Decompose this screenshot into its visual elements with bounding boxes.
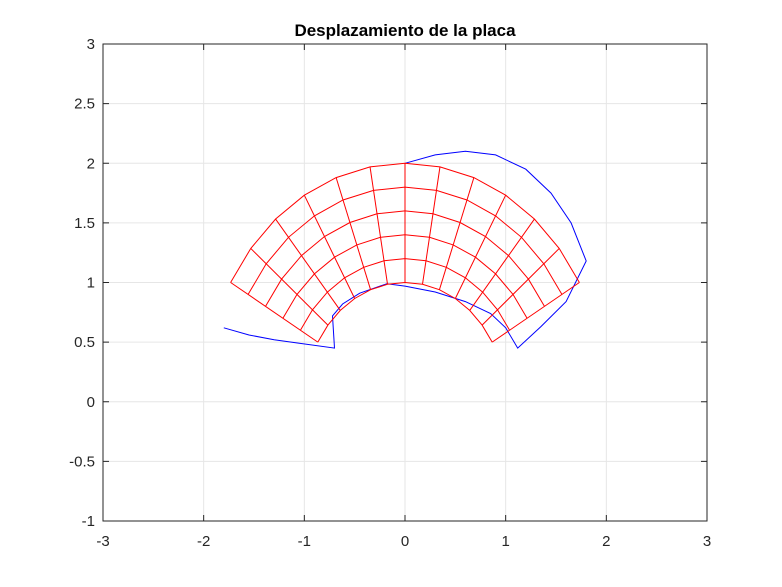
x-tick-label: 2 <box>602 533 610 550</box>
y-tick-label: 3 <box>87 36 95 53</box>
mesh-series <box>230 162 580 343</box>
mesh-spoke <box>230 282 319 343</box>
y-tick-label: 0.5 <box>74 334 95 351</box>
mesh-spoke <box>491 282 580 343</box>
y-tick-label: 2 <box>87 155 95 172</box>
chart-title: Desplazamiento de la placa <box>294 21 516 40</box>
mesh-spoke <box>303 194 356 299</box>
x-tick-label: -1 <box>298 533 311 550</box>
mesh-spoke <box>250 248 329 326</box>
y-tick-label: -0.5 <box>69 453 95 470</box>
mesh-spoke <box>469 218 535 311</box>
y-tick-label: 1.5 <box>74 215 95 232</box>
x-tick-label: 3 <box>703 533 711 550</box>
x-tick-label: 1 <box>501 533 509 550</box>
axes: -3 -2 -1 0 1 2 3 -1 -0.5 0 0.5 1 1.5 2 2.5 3 <box>69 36 711 550</box>
x-tick-label: -3 <box>96 533 109 550</box>
y-tick-label: 2.5 <box>74 96 95 113</box>
mesh-spoke <box>438 177 475 290</box>
x-tick-label: 0 <box>401 533 409 550</box>
y-tick-label: 0 <box>87 394 95 411</box>
mesh-spoke <box>369 166 389 285</box>
mesh-spoke <box>421 166 441 285</box>
x-tick-label: -2 <box>197 533 210 550</box>
mesh-spoke <box>481 248 560 326</box>
y-tick-label: 1 <box>87 275 95 292</box>
series-outline <box>223 150 587 349</box>
mesh-spoke <box>275 218 341 311</box>
mesh-spoke <box>454 194 507 299</box>
mesh-spoke <box>335 177 372 290</box>
y-tick-label: -1 <box>82 513 95 530</box>
plot-data <box>223 150 587 349</box>
